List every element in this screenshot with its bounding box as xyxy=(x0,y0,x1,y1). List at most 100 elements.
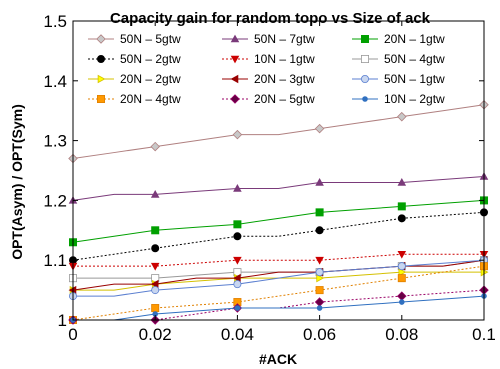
legend-marker xyxy=(230,34,240,43)
data-point xyxy=(397,262,406,271)
legend-marker xyxy=(97,55,106,64)
legend-label: 20N – 2gtw xyxy=(120,72,181,86)
y-tick-label: 1.2 xyxy=(43,191,67,210)
plot-frame xyxy=(72,20,485,321)
legend: 50N – 5gtw 50N – 7gtw 20N – 1gtw 50N – 2gtw… xyxy=(88,32,445,106)
legend-item: 20N – 3gtw xyxy=(222,72,315,86)
legend-label: 20N – 1gtw xyxy=(384,32,445,46)
data-point xyxy=(397,111,407,122)
legend-label: 10N – 2gtw xyxy=(384,92,445,106)
data-point xyxy=(150,279,159,289)
data-point xyxy=(397,250,407,259)
x-tick-label: 0.04 xyxy=(221,325,254,344)
legend-label: 20N – 4gtw xyxy=(120,92,181,106)
legend-item: 50N – 7gtw xyxy=(222,32,315,46)
data-point xyxy=(150,141,160,152)
legend-item: 10N – 1gtw xyxy=(222,52,315,66)
legend-label: 50N – 5gtw xyxy=(120,32,181,46)
x-axis-title: #ACK xyxy=(259,351,297,367)
data-point xyxy=(314,297,325,307)
legend-item: 50N – 5gtw xyxy=(88,32,181,46)
series-line xyxy=(72,265,485,321)
data-point xyxy=(151,304,160,313)
legend-item: 20N – 1gtw xyxy=(352,32,445,46)
legend-item: 20N – 2gtw xyxy=(88,72,181,86)
data-point xyxy=(232,273,241,283)
y-tick-label: 1.1 xyxy=(43,251,67,270)
data-point xyxy=(151,244,160,253)
data-point xyxy=(150,189,160,198)
series-line xyxy=(73,295,485,321)
legend-marker xyxy=(230,94,240,104)
legend-label: 50N – 4gtw xyxy=(384,52,445,66)
data-point xyxy=(315,208,324,217)
legend-label: 10N – 1gtw xyxy=(254,52,315,66)
legend-marker xyxy=(360,55,369,64)
data-point xyxy=(315,256,324,265)
data-point xyxy=(316,273,325,283)
legend-item: 50N – 4gtw xyxy=(352,52,445,66)
data-point xyxy=(398,267,407,277)
data-point xyxy=(233,232,242,241)
series-0 xyxy=(68,99,489,164)
legend-item: 20N – 4gtw xyxy=(88,92,181,106)
data-point xyxy=(234,305,241,311)
data-point xyxy=(397,202,406,211)
data-point xyxy=(233,184,242,192)
series-3 xyxy=(69,208,488,265)
legend-marker xyxy=(96,34,106,44)
legend-marker xyxy=(230,74,239,84)
y-axis-title: OPT(Asym) / OPT(Sym) xyxy=(9,104,25,260)
x-axis-tick-labels: 0 0.02 0.04 0.06 0.08 0.1 xyxy=(68,325,496,344)
series-line xyxy=(73,253,484,267)
legend-marker xyxy=(97,95,106,104)
chart-title: Capacity gain for random topo vs Size of… xyxy=(110,10,431,27)
series-line xyxy=(73,259,485,297)
x-tick-label: 0.06 xyxy=(303,325,336,344)
data-point xyxy=(398,299,405,305)
y-tick-label: 1.5 xyxy=(43,12,67,31)
data-point xyxy=(316,305,323,311)
data-point xyxy=(397,178,407,186)
data-point xyxy=(397,291,407,301)
series-1 xyxy=(68,172,489,204)
data-point xyxy=(232,129,243,140)
x-tick-label: 0 xyxy=(68,325,77,344)
y-tick-label: 1 xyxy=(58,311,67,330)
x-tick-label: 0.02 xyxy=(139,325,172,344)
data-point xyxy=(233,280,242,289)
data-point xyxy=(151,286,160,295)
legend-marker xyxy=(97,74,106,84)
data-point xyxy=(233,256,242,265)
series-line xyxy=(72,175,485,201)
data-point xyxy=(314,123,325,134)
series-line xyxy=(72,104,485,160)
legend-label: 20N – 5gtw xyxy=(254,92,315,106)
x-tick-label: 0.1 xyxy=(472,325,496,344)
series-7 xyxy=(68,255,488,295)
y-axis-tick-labels: 1 1.1 1.2 1.3 1.4 1.5 xyxy=(43,12,67,330)
data-point xyxy=(397,274,406,283)
x-tick-label: 0.08 xyxy=(385,325,418,344)
y-tick-label: 1.4 xyxy=(43,72,67,91)
legend-marker xyxy=(360,35,369,44)
legend-marker xyxy=(360,75,369,84)
legend-label: 50N – 7gtw xyxy=(254,32,315,46)
legend-item: 20N – 5gtw xyxy=(222,92,315,106)
legend-label: 20N – 3gtw xyxy=(254,72,315,86)
series-10 xyxy=(68,285,489,325)
legend-item: 10N – 2gtw xyxy=(352,92,445,106)
data-point xyxy=(397,214,406,223)
data-point xyxy=(315,268,324,277)
data-point xyxy=(151,226,160,235)
data-point xyxy=(315,178,324,186)
legend-label: 50N – 2gtw xyxy=(120,52,181,66)
data-point xyxy=(315,226,324,235)
series-line xyxy=(72,211,485,261)
series-11 xyxy=(70,293,487,323)
series-2 xyxy=(69,196,488,247)
data-point xyxy=(233,220,242,229)
tick-marks xyxy=(72,20,485,321)
series-line xyxy=(72,199,485,243)
